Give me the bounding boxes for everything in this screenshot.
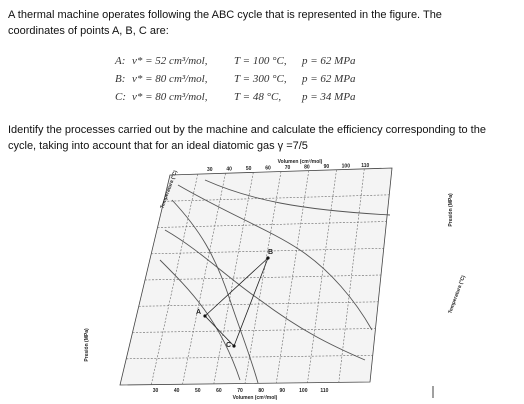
point-v: v* = 80 cm³/mol,: [132, 91, 208, 103]
point-label: A:: [114, 55, 125, 67]
volume-tick-label: 40: [226, 166, 232, 172]
volume-tick-label: 100: [342, 164, 351, 170]
volume-tick-label: 90: [279, 388, 285, 394]
isotherms: [159, 179, 391, 384]
pvt-figure: A B C Volumen (cm³/mol) Volumen (cm³/mol…: [84, 159, 467, 401]
point-p: p = 34 MPa: [301, 91, 356, 103]
question-line: cycle, taking into account that for an i…: [8, 140, 308, 152]
point-label: B:: [115, 73, 125, 85]
intro-line: coordinates of points A, B, C are:: [8, 25, 169, 37]
temperature-title: Temperatura (°C): [447, 274, 467, 314]
question-line: Identify the processes carried out by th…: [8, 124, 486, 136]
volume-tick-label: 60: [265, 165, 271, 171]
volume-tick-label: 50: [246, 166, 252, 172]
intro-line: A thermal machine operates following the…: [8, 9, 442, 21]
point-v: v* = 52 cm³/mol,: [132, 55, 208, 67]
point-name: C: [226, 342, 231, 349]
point-marker: [203, 314, 207, 318]
point-marker: [266, 256, 270, 260]
point-t: T = 48 °C,: [234, 91, 281, 103]
volume-tick-label: 90: [324, 164, 330, 170]
surface-grid: [126, 168, 390, 385]
volume-tick-label: 70: [237, 388, 243, 394]
volume-tick-label: 100: [299, 388, 308, 394]
volume-tick-label: 30: [153, 388, 159, 394]
point-p: p = 62 MPa: [301, 73, 356, 85]
volume-tick-label: 80: [258, 388, 264, 394]
surface: [119, 167, 393, 386]
point-p: p = 62 MPa: [301, 55, 356, 67]
volume-tick-label: 110: [361, 163, 369, 169]
volume-tick-label: 40: [174, 388, 180, 394]
volume-tick-label: 60: [216, 388, 222, 394]
point-t: T = 300 °C,: [234, 73, 287, 85]
pressure-title: Presión (MPa): [448, 193, 454, 227]
point-marker: [232, 344, 236, 348]
volume-tick-label: 110: [320, 388, 328, 394]
cycle-path: [204, 257, 269, 347]
point-name: A: [196, 309, 201, 316]
volume-tick-label: 80: [304, 165, 310, 171]
point-label: C:: [115, 91, 126, 103]
point-name: B: [268, 249, 273, 256]
volume-tick-label: 30: [207, 167, 213, 173]
volume-tick-label: 70: [285, 165, 291, 171]
volume-title: Volumen (cm³/mol): [233, 395, 278, 401]
pressure-title: Presión (MPa): [84, 328, 90, 362]
point-t: T = 100 °C,: [234, 55, 287, 67]
volume-title: Volumen (cm³/mol): [278, 159, 323, 165]
equations: A: v* = 52 cm³/mol, T = 100 °C, p = 62 M…: [114, 55, 356, 103]
point-v: v* = 80 cm³/mol,: [132, 73, 208, 85]
volume-tick-label: 50: [195, 388, 201, 394]
